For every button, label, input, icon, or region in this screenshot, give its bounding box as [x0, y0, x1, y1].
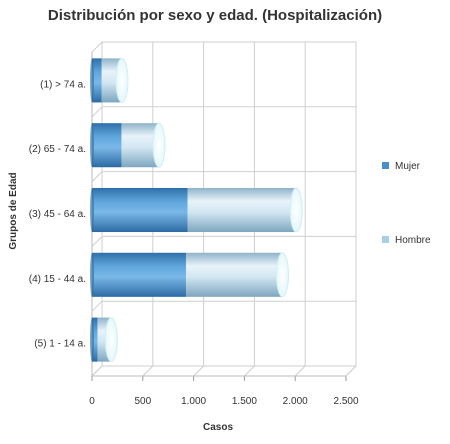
y-gridline-side — [91, 41, 103, 53]
x-tick-label: 2.500 — [333, 396, 358, 407]
x-tick-label: 1.500 — [232, 396, 257, 407]
y-gridline-side — [91, 300, 103, 312]
bar-hombre-3 — [187, 187, 297, 233]
x-gridline-floor — [244, 365, 255, 377]
y-tick-label: (3) 45 - 64 a. — [29, 209, 86, 220]
x-tick-label: 2.000 — [283, 396, 308, 407]
legend-label-mujer: Mujer — [395, 161, 421, 172]
bar-start-cap — [90, 187, 94, 233]
y-axis-title: Grupos de Edad — [8, 172, 19, 249]
y-gridline-side — [91, 171, 103, 182]
x-axis-title: Casos — [203, 422, 233, 433]
bar-mujer-4 — [92, 252, 186, 297]
x-tick-labels: 0 500 1.000 1.500 2.000 2.500 — [89, 396, 359, 407]
legend: Mujer Hombre — [382, 161, 431, 246]
bar-mujer-1 — [92, 58, 102, 103]
bar-mujer-5 — [92, 317, 98, 362]
bar-hombre-4 — [185, 252, 283, 297]
bars — [90, 57, 303, 363]
y-gridline-side — [91, 236, 103, 247]
y-tick-label: (1) > 74 a. — [40, 79, 86, 90]
x-gridline-floor — [193, 365, 204, 377]
bar-start-cap — [90, 317, 94, 362]
y-tick-label: (2) 65 - 74 a. — [29, 144, 86, 155]
x-tick-label: 500 — [134, 396, 151, 407]
y-tick-labels: (1) > 74 a. (2) 65 - 74 a. (3) 45 - 64 a. (… — [29, 79, 86, 349]
y-tick-label: (5) 1 - 14 a. — [34, 339, 86, 350]
bar-end-cap — [289, 187, 303, 233]
x-gridline-floor — [294, 365, 306, 377]
bar-start-cap — [90, 252, 94, 297]
y-gridline-side — [91, 106, 103, 118]
bar-start-cap — [90, 123, 94, 168]
bar-end-cap — [104, 317, 118, 363]
bar-mujer-3 — [92, 187, 188, 233]
bar-end-cap — [276, 252, 289, 298]
y-tick-label: (4) 15 - 44 a. — [29, 274, 86, 285]
x-gridline-floor — [142, 365, 154, 377]
bar-end-cap — [115, 57, 129, 103]
legend-swatch-mujer — [382, 162, 389, 169]
bar-start-cap — [90, 58, 94, 103]
x-tick-label: 1.000 — [181, 396, 206, 407]
bar-end-cap — [152, 122, 166, 168]
legend-swatch-hombre — [382, 236, 389, 243]
chart-title: Distribución por sexo y edad. (Hospitali… — [48, 7, 382, 24]
y-gridline-side — [91, 365, 103, 377]
x-tick-label: 0 — [89, 396, 95, 407]
grid — [91, 41, 357, 381]
bar-mujer-2 — [92, 123, 122, 168]
floor-right-edge — [345, 365, 357, 377]
legend-label-hombre: Hombre — [395, 235, 431, 246]
